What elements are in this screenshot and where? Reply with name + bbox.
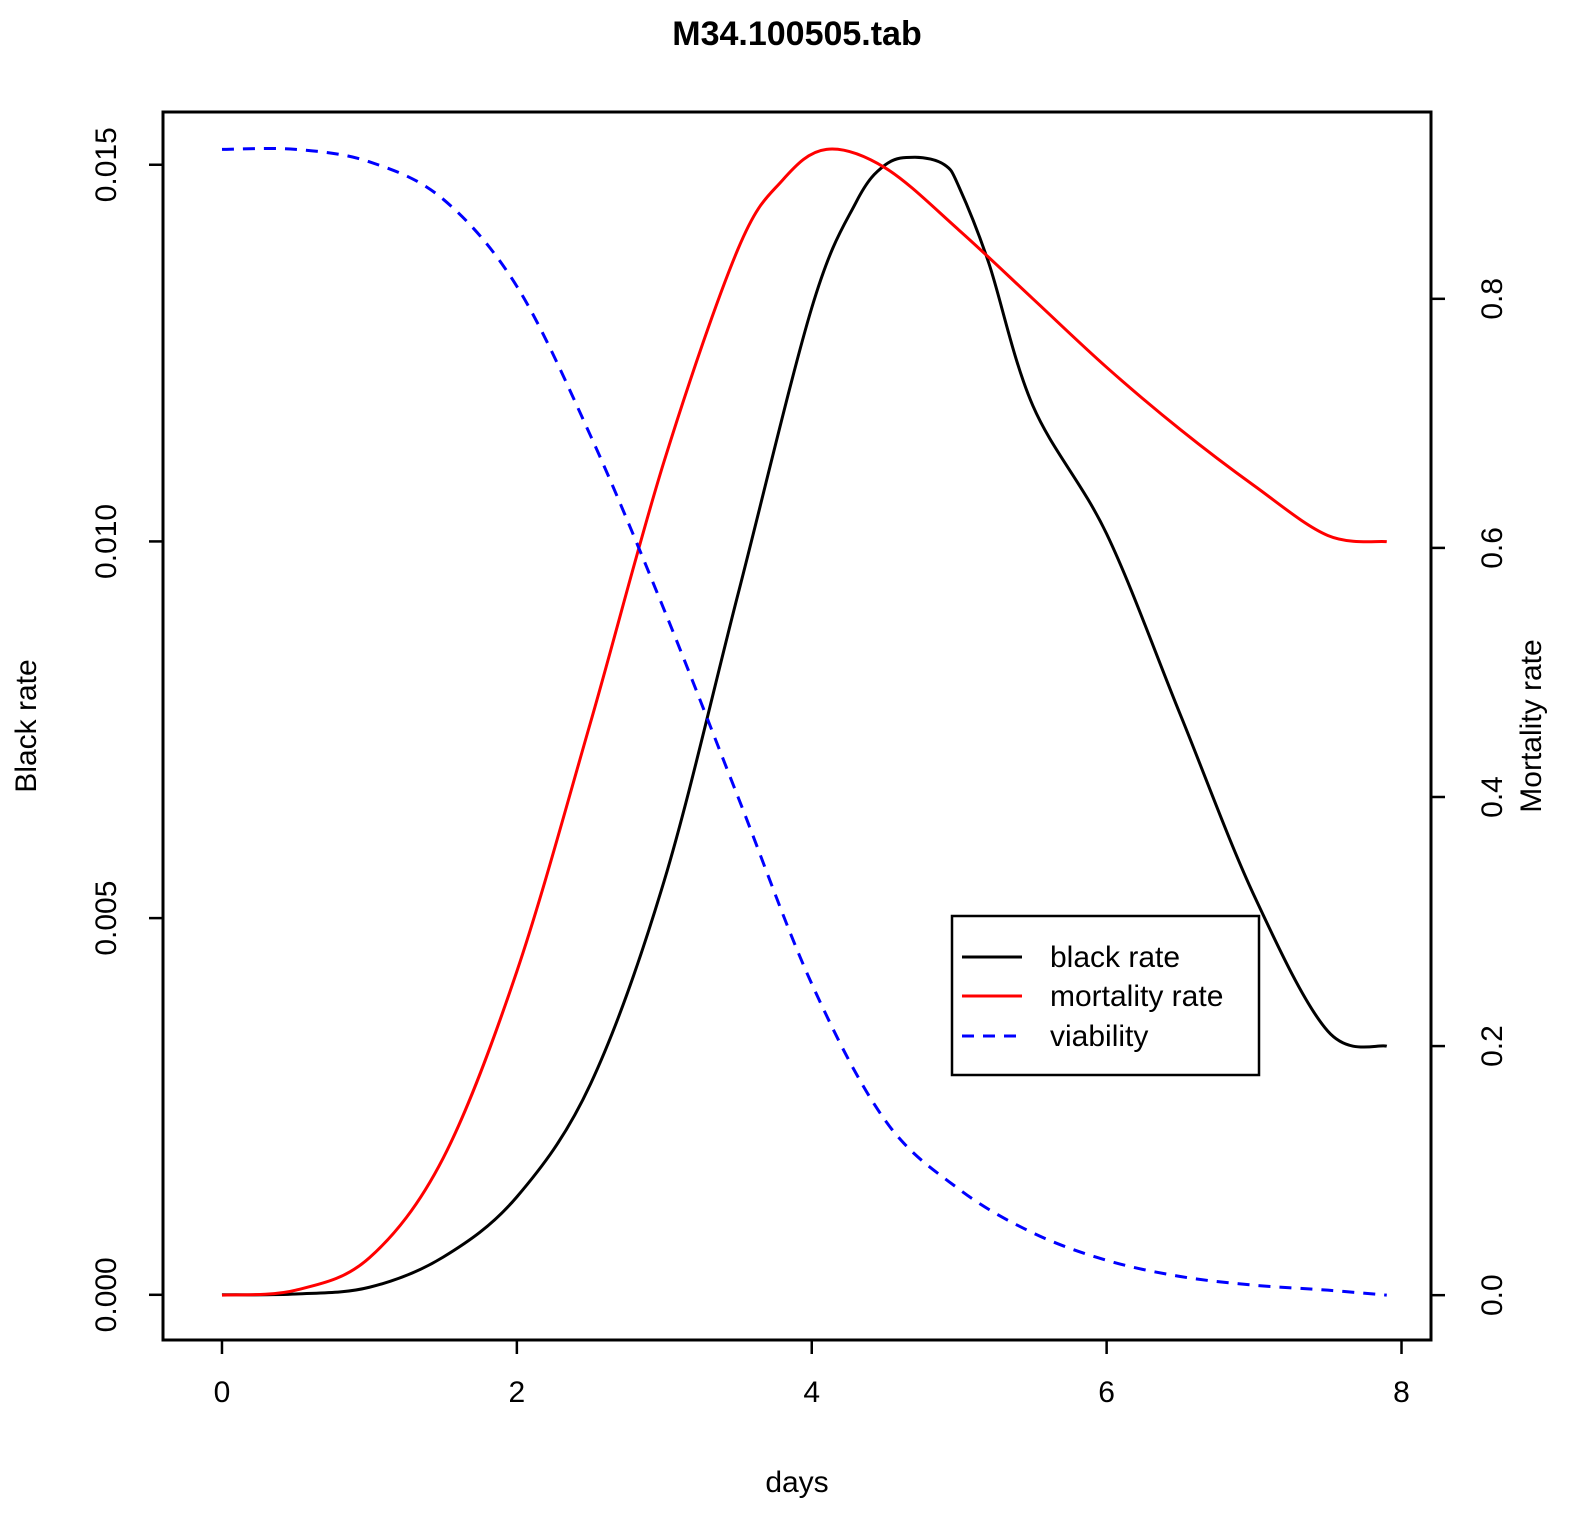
x-tick-label: 0 bbox=[214, 1376, 231, 1409]
legend-label-viability: viability bbox=[1050, 1020, 1148, 1053]
x-axis-label: days bbox=[765, 1466, 828, 1499]
y-right-tick-label: 0.4 bbox=[1476, 776, 1509, 818]
plot-frame bbox=[161, 110, 1433, 1342]
series-layer bbox=[221, 146, 1388, 1297]
series-line-black-rate bbox=[221, 155, 1388, 1297]
y-left-tick-label: 0.015 bbox=[90, 127, 123, 202]
series-line-viability bbox=[221, 146, 1387, 1297]
y-right-tick-label: 0.2 bbox=[1476, 1025, 1509, 1067]
chart-title: M34.100505.tab bbox=[672, 15, 922, 53]
legend-label-black-rate: black rate bbox=[1050, 941, 1180, 974]
y-axis-left: 0.000 0.005 0.010 0.015 bbox=[90, 127, 165, 1332]
x-axis: 0 2 4 6 8 bbox=[214, 1338, 1410, 1409]
y-left-tick-label: 0.010 bbox=[90, 504, 123, 579]
x-tick-label: 2 bbox=[509, 1376, 526, 1409]
x-tick-label: 8 bbox=[1393, 1376, 1410, 1409]
y-axis-right-label: Mortality rate bbox=[1515, 639, 1548, 812]
y-right-tick-label: 0.6 bbox=[1476, 527, 1509, 569]
x-tick-label: 6 bbox=[1098, 1376, 1115, 1409]
x-tick-label: 4 bbox=[803, 1376, 820, 1409]
y-left-tick-label: 0.005 bbox=[90, 881, 123, 956]
series-line-mortality-rate bbox=[221, 147, 1387, 1297]
y-left-tick-label: 0.000 bbox=[90, 1257, 123, 1332]
y-axis-right: 0.0 0.2 0.4 0.6 0.8 bbox=[1429, 278, 1509, 1316]
y-right-tick-label: 0.0 bbox=[1476, 1274, 1509, 1316]
y-right-tick-label: 0.8 bbox=[1476, 278, 1509, 320]
y-axis-left-label: Black rate bbox=[10, 659, 43, 792]
legend-label-mortality-rate: mortality rate bbox=[1050, 980, 1223, 1013]
legend: black rate mortality rate viability bbox=[950, 914, 1261, 1077]
